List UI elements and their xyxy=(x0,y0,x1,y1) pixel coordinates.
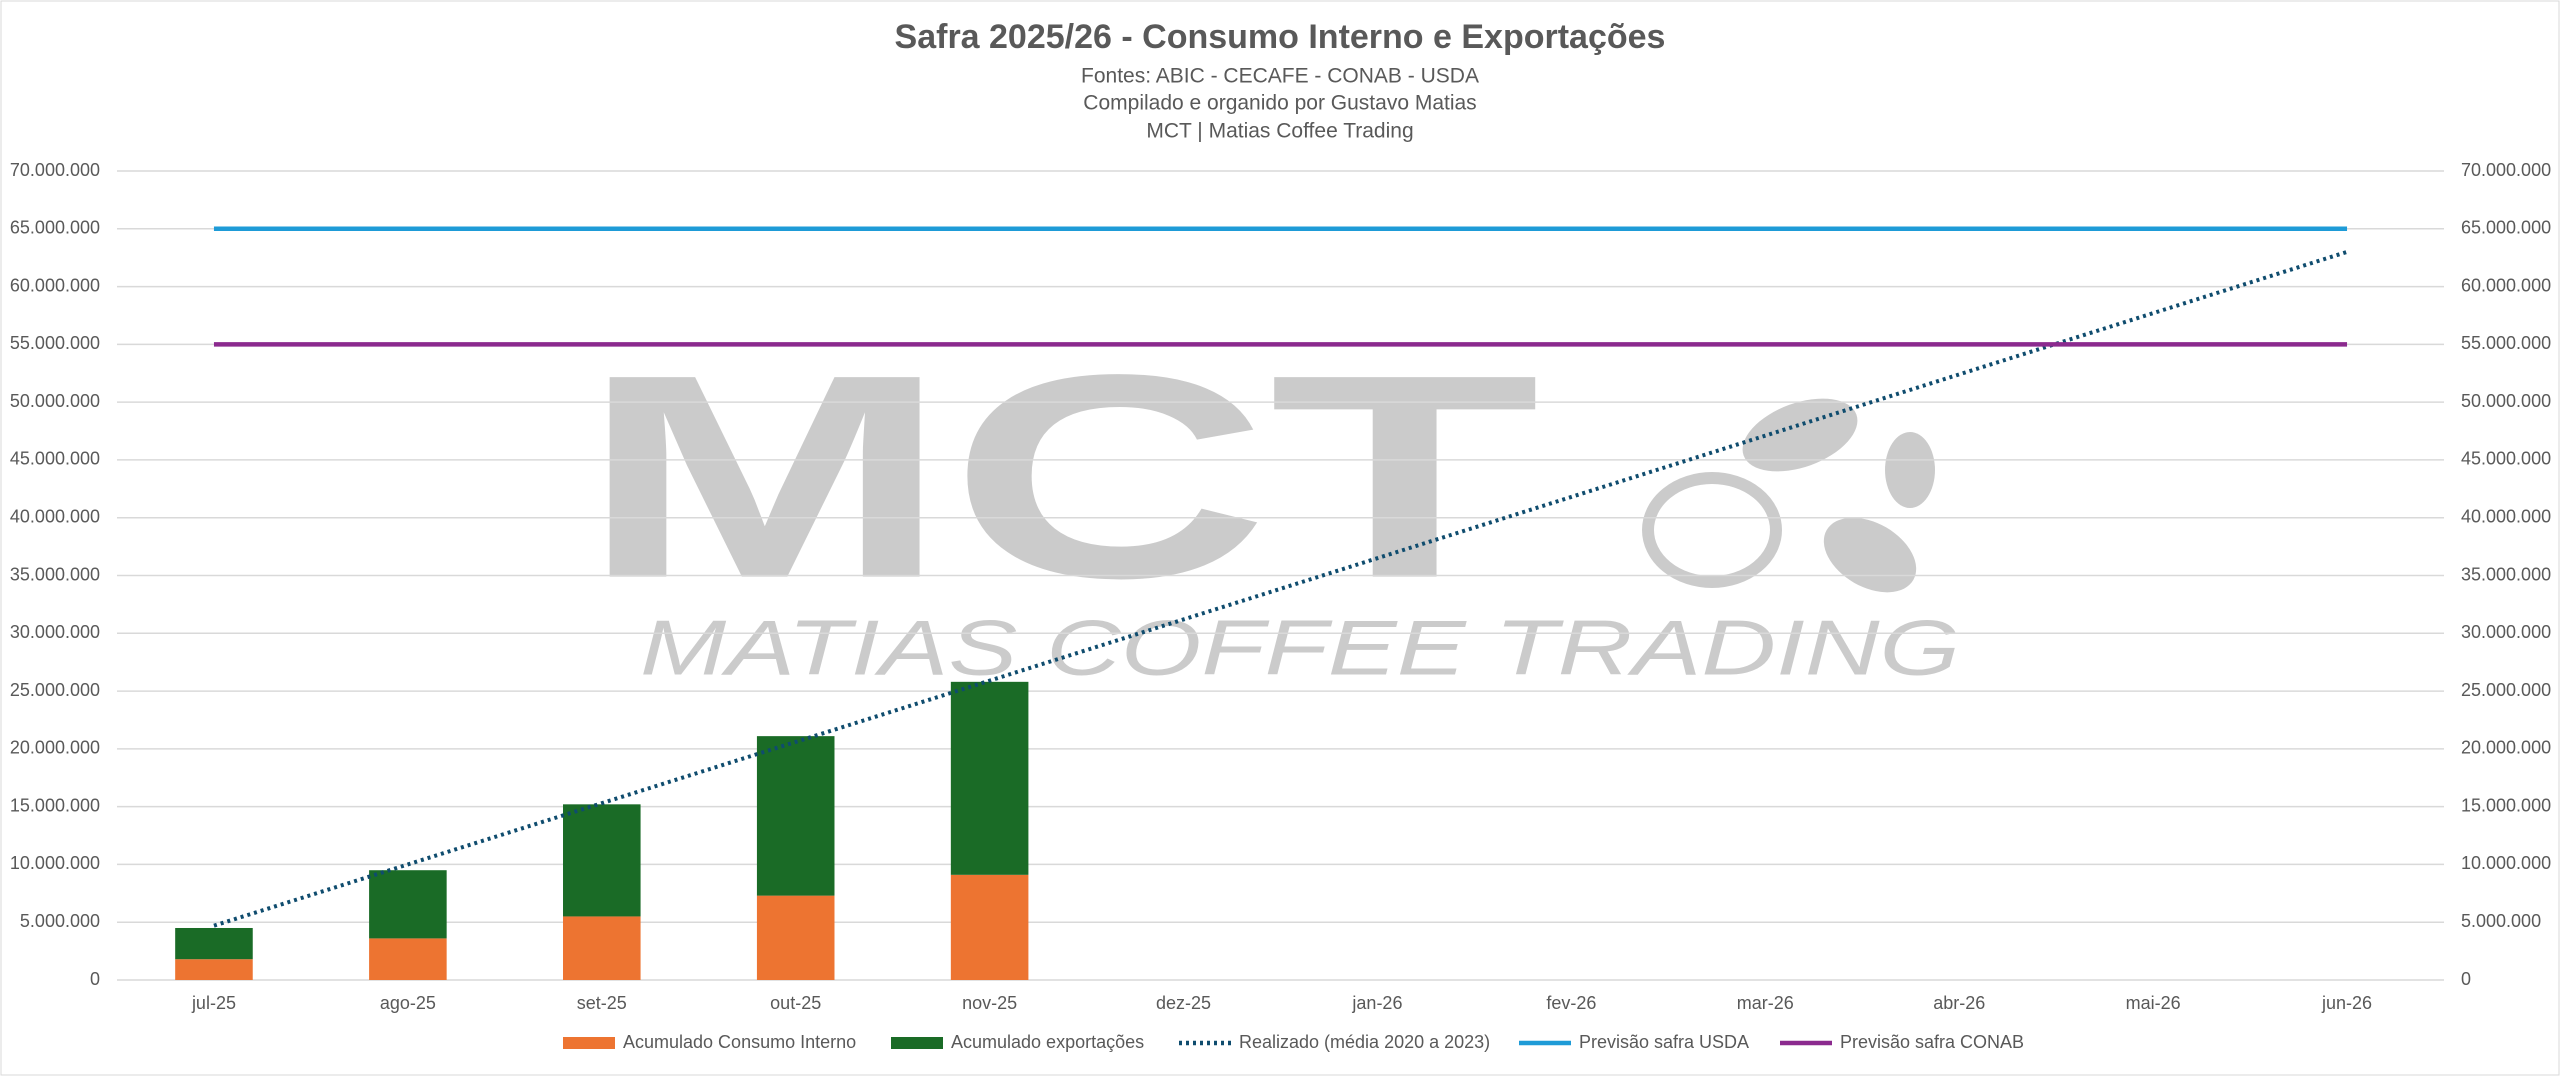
legend-label: Acumulado exportações xyxy=(951,1032,1144,1052)
y2-tick-label: 40.000.000 xyxy=(2461,506,2551,526)
y-tick-label: 25.000.000 xyxy=(10,680,100,700)
bar xyxy=(563,804,641,917)
y-tick-label: 50.000.000 xyxy=(10,391,100,411)
subtitle: MCT | Matias Coffee Trading xyxy=(1146,120,1413,143)
y2-tick-label: 20.000.000 xyxy=(2461,738,2551,758)
x-tick-label: abr-26 xyxy=(1933,993,1985,1013)
y2-tick-label: 5.000.000 xyxy=(2461,911,2541,931)
y2-tick-label: 10.000.000 xyxy=(2461,853,2551,873)
bar xyxy=(175,927,253,960)
bean-icon xyxy=(1885,432,1935,508)
y2-tick-label: 55.000.000 xyxy=(2461,333,2551,353)
y-tick-label: 60.000.000 xyxy=(10,275,100,295)
y2-tick-label: 35.000.000 xyxy=(2461,564,2551,584)
x-tick-label: dez-25 xyxy=(1156,993,1211,1013)
subtitle: Compilado e organido por Gustavo Matias xyxy=(1083,92,1476,115)
bar xyxy=(563,916,641,980)
bar xyxy=(950,681,1029,875)
bar xyxy=(175,959,253,980)
x-tick-label: jan-26 xyxy=(1351,993,1402,1013)
legend-label: Acumulado Consumo Interno xyxy=(623,1032,856,1052)
legend-label: Previsão safra USDA xyxy=(1579,1032,1749,1052)
y2-tick-label: 25.000.000 xyxy=(2461,680,2551,700)
y2-tick-label: 0 xyxy=(2461,969,2471,989)
y2-tick-label: 70.000.000 xyxy=(2461,160,2551,180)
subtitle: Fontes: ABIC - CECAFE - CONAB - USDA xyxy=(1081,65,1479,88)
y2-tick-label: 65.000.000 xyxy=(2461,218,2551,238)
x-tick-label: nov-25 xyxy=(962,993,1017,1013)
y-tick-label: 20.000.000 xyxy=(10,738,100,758)
y2-tick-label: 60.000.000 xyxy=(2461,275,2551,295)
y2-tick-label: 45.000.000 xyxy=(2461,449,2551,469)
y-tick-label: 55.000.000 xyxy=(10,333,100,353)
legend-swatch xyxy=(891,1037,943,1049)
y2-tick-label: 30.000.000 xyxy=(2461,622,2551,642)
x-tick-label: mai-26 xyxy=(2126,993,2181,1013)
bar xyxy=(369,870,447,939)
y-tick-label: 5.000.000 xyxy=(20,911,100,931)
line-series xyxy=(213,249,2348,928)
y-tick-label: 65.000.000 xyxy=(10,218,100,238)
watermark: MCT MATIAS COFFEE TRADING xyxy=(580,315,1960,692)
chart-title: Safra 2025/26 - Consumo Interno e Export… xyxy=(895,18,1666,56)
x-tick-label: fev-26 xyxy=(1546,993,1596,1013)
plot-area: 0 5.000.000 10.000.000 15.000.000 20.000.000… xyxy=(10,160,2551,1052)
y2-tick-label: 50.000.000 xyxy=(2461,391,2551,411)
x-tick-label: ago-25 xyxy=(380,993,436,1013)
bean-icon xyxy=(1642,472,1782,588)
y-tick-label: 10.000.000 xyxy=(10,853,100,873)
y-tick-label: 40.000.000 xyxy=(10,506,100,526)
legend-label: Realizado (média 2020 a 2023) xyxy=(1239,1032,1490,1052)
y-tick-label: 45.000.000 xyxy=(10,449,100,469)
bar xyxy=(756,736,835,896)
y-tick-label: 15.000.000 xyxy=(10,795,100,815)
legend-label: Previsão safra CONAB xyxy=(1840,1032,2024,1052)
y-tick-label: 0 xyxy=(90,969,100,989)
bar xyxy=(756,895,835,980)
bean-icon xyxy=(1742,398,1858,472)
legend-swatch xyxy=(563,1037,615,1049)
y-tick-label: 70.000.000 xyxy=(10,160,100,180)
x-tick-label: out-25 xyxy=(770,993,821,1013)
x-tick-label: jul-25 xyxy=(191,993,236,1013)
watermark-text: MATIAS COFFEE TRADING xyxy=(640,604,1960,692)
y-tick-label: 35.000.000 xyxy=(10,564,100,584)
x-tick-label: jun-26 xyxy=(2321,993,2372,1013)
x-tick-label: mar-26 xyxy=(1737,993,1794,1013)
bean-icon xyxy=(1823,517,1917,593)
x-tick-label: set-25 xyxy=(577,993,627,1013)
watermark-logo: MCT xyxy=(580,315,1540,639)
bar xyxy=(369,938,447,980)
bar xyxy=(950,874,1029,980)
y2-tick-label: 15.000.000 xyxy=(2461,795,2551,815)
y-tick-label: 30.000.000 xyxy=(10,622,100,642)
